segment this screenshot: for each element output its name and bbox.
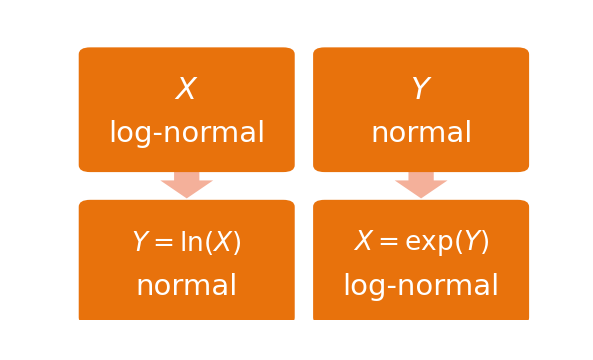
Polygon shape [395,167,448,198]
Text: log-normal: log-normal [343,273,500,301]
Text: normal: normal [370,120,472,148]
Text: normal: normal [136,273,238,301]
FancyBboxPatch shape [313,48,529,172]
FancyBboxPatch shape [313,200,529,325]
Text: $Y$: $Y$ [410,76,432,105]
Text: log-normal: log-normal [108,120,265,148]
Text: $X$: $X$ [174,76,199,105]
Text: $Y = \ln(X)$: $Y = \ln(X)$ [131,229,242,257]
FancyBboxPatch shape [79,48,295,172]
FancyBboxPatch shape [79,200,295,325]
Text: $X = \exp(Y)$: $X = \exp(Y)$ [353,228,489,258]
Polygon shape [160,167,213,198]
